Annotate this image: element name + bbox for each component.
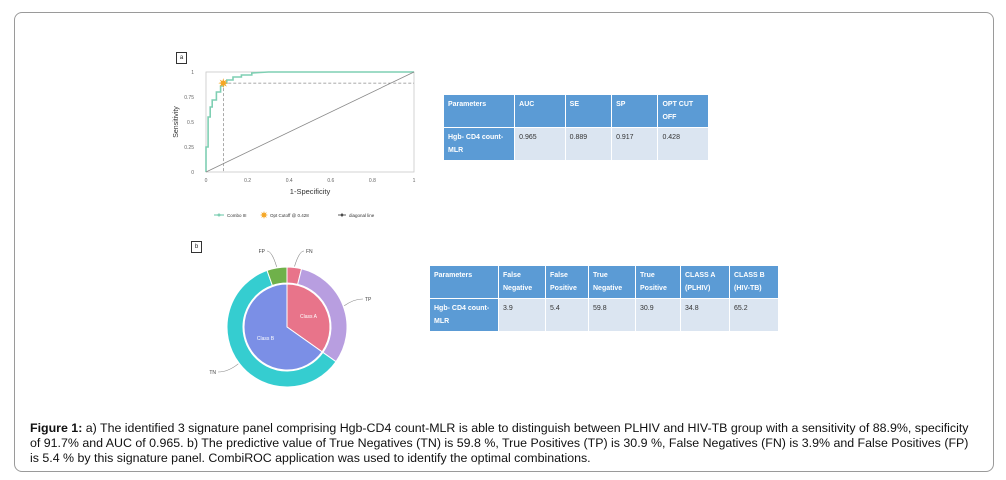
table-cell: 0.889 [565, 128, 612, 160]
table-cell: 0.965 [515, 128, 565, 160]
x-tick-label: 1 [413, 178, 416, 184]
legend-label: Combo III [227, 213, 247, 218]
table-header: Parameters [444, 95, 515, 127]
table-row: Hgb- CD4 count-MLR 3.9 5.4 59.8 30.9 34.… [430, 299, 778, 331]
table-header: False Negative [499, 266, 545, 298]
cutoff-marker [218, 78, 229, 89]
table-header-row: Parameters False Negative False Positive… [430, 266, 778, 298]
table-header: SP [612, 95, 658, 127]
table-cell: 0.917 [612, 128, 658, 160]
caption-label: Figure 1: [30, 421, 83, 435]
y-tick-label: 0 [191, 170, 194, 176]
outer-slice-label: FN [306, 249, 313, 255]
table-header: AUC [515, 95, 565, 127]
legend-label: Opt Cutoff @ 0.428 [270, 213, 309, 218]
inner-slice-label: Class A [300, 314, 318, 320]
inner-slice-label: Class B [257, 336, 275, 342]
table-header: CLASS A (PLHIV) [681, 266, 729, 298]
table-header: True Negative [589, 266, 635, 298]
leader-line [344, 298, 364, 307]
legend-swatch-dot [217, 213, 221, 217]
legend-swatch-star [260, 211, 268, 219]
y-tick-label: 0.25 [184, 145, 194, 151]
table-header: SE [565, 95, 612, 127]
table-row: Hgb- CD4 count-MLR 0.965 0.889 0.917 0.4… [444, 128, 708, 160]
table-cell: 59.8 [589, 299, 635, 331]
outer-slice-label: TP [365, 297, 372, 303]
y-tick-label: 0.5 [187, 120, 194, 126]
table-cell: 0.428 [658, 128, 708, 160]
inner-slice-class-b [243, 283, 323, 371]
caption-text: a) The identified 3 signature panel comp… [30, 421, 969, 465]
table-cell: Hgb- CD4 count-MLR [444, 128, 515, 160]
x-axis-label: 1-Specificity [290, 187, 331, 196]
inner-slice-class-a [286, 283, 331, 353]
table-header: Parameters [430, 266, 498, 298]
y-tick-label: 1 [191, 70, 194, 76]
table-cell: 34.8 [681, 299, 729, 331]
leader-line [266, 250, 277, 267]
table-header-row: Parameters AUC SE SP OPT CUT OFF [444, 95, 708, 127]
roc-curve [205, 71, 414, 172]
outer-slice-label: FP [259, 249, 266, 255]
table-header: CLASS B (HIV-TB) [730, 266, 778, 298]
diagonal-line [205, 71, 415, 173]
panel-a-table: Parameters AUC SE SP OPT CUT OFF Hgb- CD… [443, 94, 709, 161]
table-cell: Hgb- CD4 count-MLR [430, 299, 498, 331]
x-tick-label: 0.6 [327, 178, 334, 184]
table-cell: 30.9 [636, 299, 680, 331]
table-cell: 3.9 [499, 299, 545, 331]
table-header: False Positive [546, 266, 588, 298]
table-header: True Positive [636, 266, 680, 298]
donut-chart: Class A Class B FN TP TN FP [209, 249, 372, 388]
y-axis-label: Sensitivity [173, 106, 180, 138]
y-tick-label: 0.75 [184, 95, 194, 101]
panel-b-table: Parameters False Negative False Positive… [429, 265, 779, 332]
figure-caption: Figure 1: a) The identified 3 signature … [30, 421, 978, 466]
x-tick-label: 0.8 [369, 178, 376, 184]
x-tick-label: 0 [205, 178, 208, 184]
roc-chart: 0 0.2 0.4 0.6 0.8 1 0 0.25 0.5 0.75 1 1-Specificity… [173, 70, 416, 219]
x-tick-label: 0.4 [286, 178, 293, 184]
outer-slice-tn [226, 269, 337, 388]
leader-line [294, 250, 305, 267]
figure-frame [14, 12, 994, 472]
outer-slice-fp [266, 266, 288, 287]
legend-label: diagonal line [349, 213, 375, 218]
legend-swatch-diamond [339, 212, 345, 218]
panel-a-label: a [176, 52, 187, 64]
table-cell: 65.2 [730, 299, 778, 331]
panel-b-label: b [191, 241, 202, 253]
leader-line [217, 363, 239, 373]
outer-slice-label: TN [209, 370, 216, 376]
table-cell: 5.4 [546, 299, 588, 331]
x-tick-label: 0.2 [244, 178, 251, 184]
table-header: OPT CUT OFF [658, 95, 708, 127]
